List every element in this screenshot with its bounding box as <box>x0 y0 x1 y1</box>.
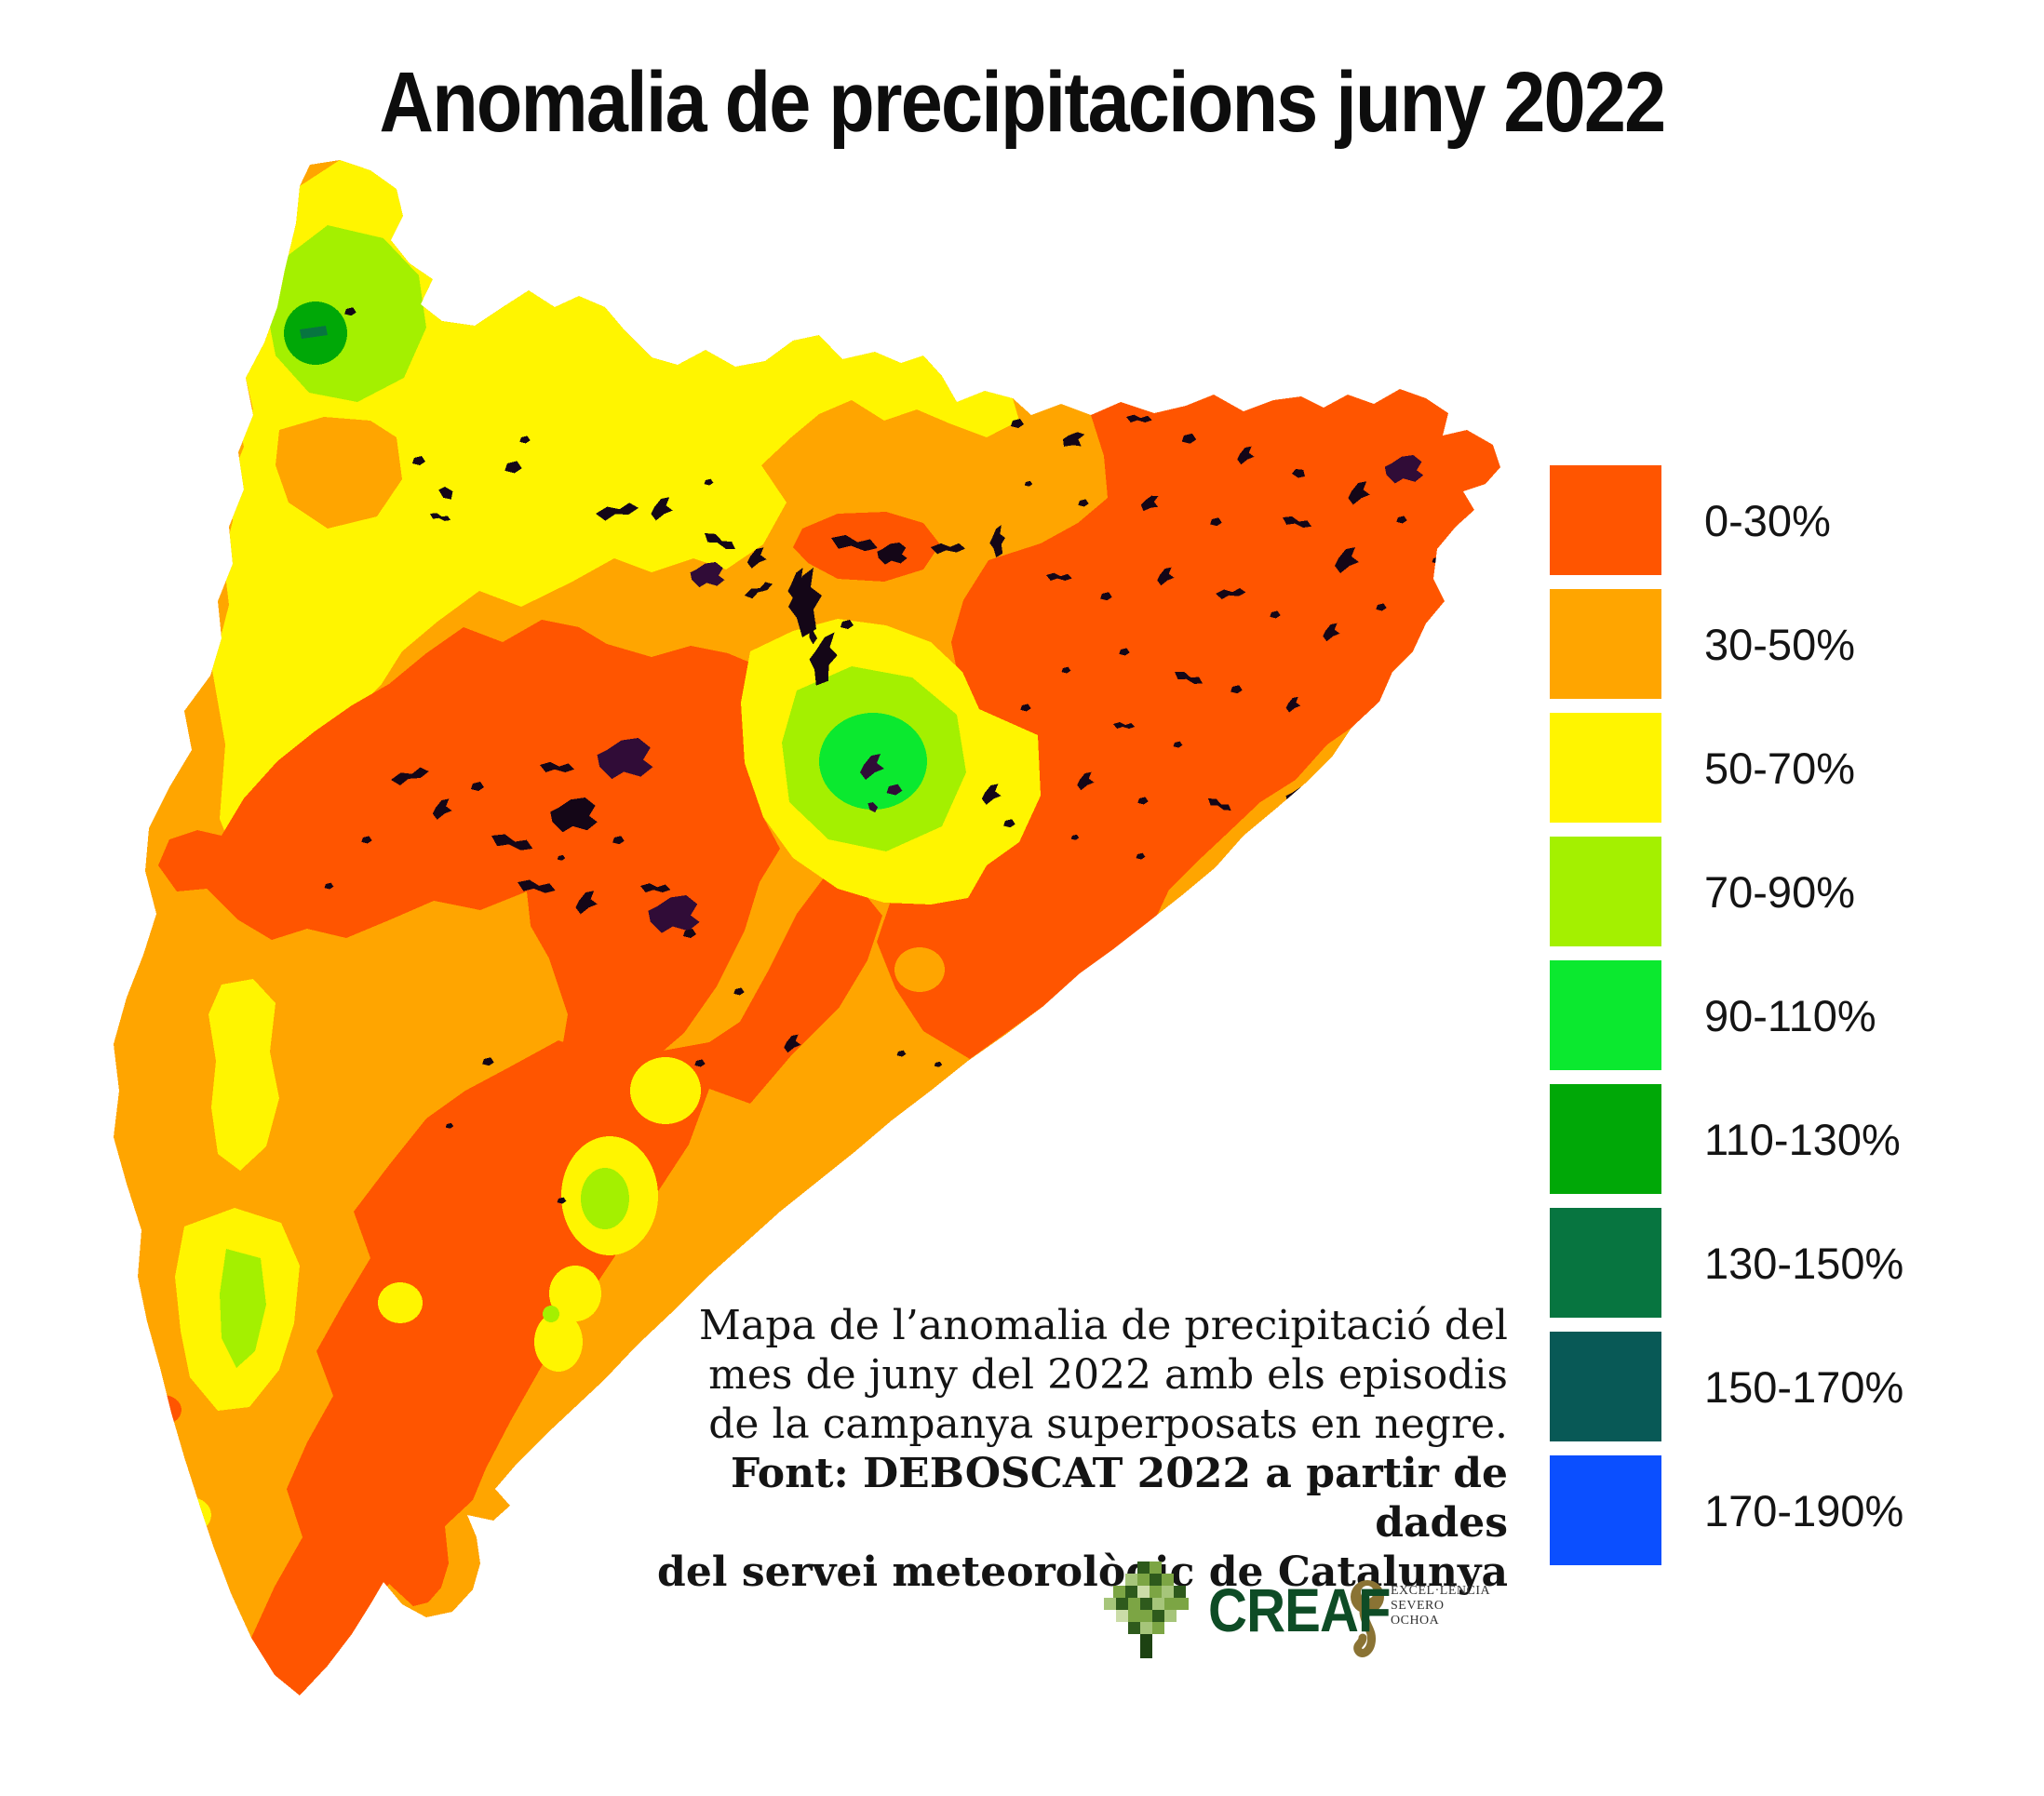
legend-color-swatch <box>1550 1455 1661 1565</box>
caption-line: Mapa de l’anomalia de precipitació del <box>698 1302 1508 1349</box>
legend: 0-30% 30-50% 50-70% 70-90% 90-110% <box>1550 465 1903 1579</box>
legend-item: 50-70% <box>1550 713 1903 823</box>
creaf-logo-text: CREAF <box>1208 1575 1392 1644</box>
page-title: Anomalia de precipitacions juny 2022 <box>379 55 1667 150</box>
logo-graphics <box>1104 1561 1384 1658</box>
legend-item: 90-110% <box>1550 960 1903 1070</box>
legend-color-swatch <box>1550 713 1661 823</box>
legend-color-swatch <box>1550 1332 1661 1441</box>
legend-color-swatch <box>1550 837 1661 946</box>
legend-color-swatch <box>1550 1208 1661 1318</box>
legend-item: 110-130% <box>1550 1084 1903 1194</box>
legend-item: 130-150% <box>1550 1208 1903 1318</box>
map-caption: Mapa de l’anomalia de precipitació del m… <box>652 1301 1508 1597</box>
legend-item: 170-190% <box>1550 1455 1903 1565</box>
caption-line: de la campanya superposats en negre. <box>708 1401 1508 1448</box>
caption-source-line: Font: DEBOSCAT 2022 a partir de dades <box>730 1450 1508 1547</box>
legend-range-label: 130-150% <box>1704 1238 1904 1288</box>
legend-range-label: 90-110% <box>1704 990 1876 1040</box>
legend-color-swatch <box>1550 960 1661 1070</box>
legend-item: 30-50% <box>1550 589 1903 699</box>
logos: CREAF EXCEL·LÈNCIA SEVERO OCHOA <box>1104 1561 1504 1682</box>
legend-color-swatch <box>1550 465 1661 575</box>
legend-range-label: 30-50% <box>1704 619 1855 669</box>
caption-line: mes de juny del 2022 amb els episodis <box>708 1351 1508 1399</box>
legend-item: 0-30% <box>1550 465 1903 575</box>
legend-range-label: 170-190% <box>1704 1485 1904 1535</box>
legend-range-label: 110-130% <box>1704 1114 1901 1164</box>
legend-range-label: 0-30% <box>1704 495 1831 545</box>
severo-ochoa-logo-text: EXCEL·LÈNCIA SEVERO OCHOA <box>1391 1584 1491 1628</box>
legend-color-swatch <box>1550 589 1661 699</box>
legend-range-label: 70-90% <box>1704 866 1855 917</box>
legend-range-label: 50-70% <box>1704 743 1855 793</box>
legend-color-swatch <box>1550 1084 1661 1194</box>
severo-ochoa-key-icon <box>1351 1580 1384 1657</box>
legend-range-label: 150-170% <box>1704 1361 1904 1412</box>
legend-item: 70-90% <box>1550 837 1903 946</box>
creaf-tree-icon <box>1104 1561 1189 1658</box>
legend-item: 150-170% <box>1550 1332 1903 1441</box>
